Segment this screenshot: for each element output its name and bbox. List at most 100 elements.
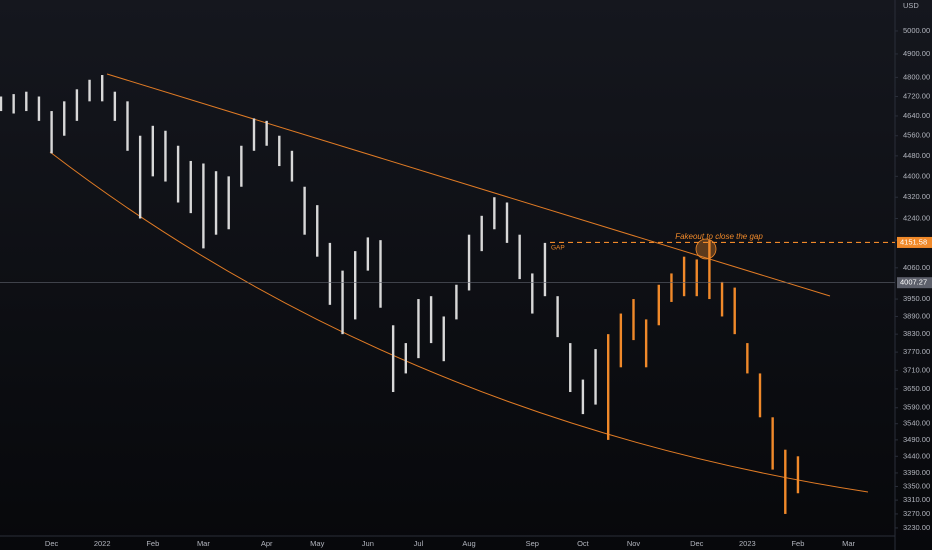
price-bar xyxy=(543,242,547,297)
price-bar xyxy=(467,234,471,291)
x-tick-label: Jul xyxy=(414,539,424,548)
x-tick-label: Feb xyxy=(791,539,804,548)
price-bar xyxy=(25,91,28,112)
annotation: Fakeout to close the gap xyxy=(675,232,763,241)
y-tick-label: 3830.00 xyxy=(903,329,930,338)
price-bar xyxy=(75,89,79,121)
y-tick-label: 5000.00 xyxy=(903,26,930,35)
price-bar xyxy=(354,251,357,320)
price-bar xyxy=(644,319,648,368)
price-bar xyxy=(214,171,218,235)
price-tag-label: 4151.58 xyxy=(900,237,927,246)
y-tick-label: 3270.00 xyxy=(903,509,930,518)
price-bar xyxy=(632,299,635,341)
price-bar xyxy=(113,91,117,121)
y-tick-label: 3390.00 xyxy=(903,468,930,477)
x-tick-label: Apr xyxy=(261,539,273,548)
price-bar xyxy=(569,343,572,393)
price-bar xyxy=(556,296,559,338)
price-bar xyxy=(366,237,370,271)
price-bar xyxy=(240,145,243,187)
price-bar xyxy=(227,176,230,230)
x-tick-label: Nov xyxy=(627,539,641,548)
trendline xyxy=(49,151,869,493)
y-tick-label: 4400.00 xyxy=(903,171,930,180)
price-bar xyxy=(126,101,129,151)
price-bar xyxy=(518,234,521,280)
y-tick-label: 4900.00 xyxy=(903,49,930,58)
y-tick-label: 3310.00 xyxy=(903,495,930,504)
price-bar xyxy=(164,130,167,182)
price-bar xyxy=(328,242,332,305)
price-bar xyxy=(594,349,597,405)
x-tick-label: May xyxy=(310,539,324,548)
price-bar xyxy=(379,240,382,308)
y-tick-label: 4640.00 xyxy=(903,111,930,120)
price-tag xyxy=(897,236,932,248)
price-bar xyxy=(455,284,458,320)
price-bar xyxy=(101,75,104,102)
price-bar xyxy=(189,160,192,214)
y-tick-label: 4720.00 xyxy=(903,91,930,100)
price-bar xyxy=(176,145,180,203)
price-bar xyxy=(657,284,660,326)
price-bar xyxy=(0,96,3,112)
y-tick-label: 3710.00 xyxy=(903,365,930,374)
y-tick-label: 4800.00 xyxy=(903,72,930,81)
y-tick-label: 3230.00 xyxy=(903,523,930,532)
price-bar xyxy=(619,313,623,368)
price-bar xyxy=(695,259,698,297)
y-tick-label: 3540.00 xyxy=(903,419,930,428)
price-bar xyxy=(771,417,774,470)
price-bar xyxy=(151,125,154,177)
price-tag xyxy=(897,277,932,289)
price-bar xyxy=(670,273,673,302)
price-bar xyxy=(581,379,585,415)
x-tick-label: 2023 xyxy=(739,539,756,548)
x-tick-label: Mar xyxy=(842,539,855,548)
price-bar xyxy=(252,118,256,151)
annotation: GAP xyxy=(551,245,565,252)
price-bar xyxy=(278,135,281,167)
price-bar xyxy=(607,334,610,440)
price-bar xyxy=(37,96,41,121)
currency-label: USD xyxy=(903,1,919,10)
price-bar xyxy=(88,79,91,102)
price-bar xyxy=(733,287,736,335)
fakeout-circle xyxy=(695,238,717,260)
y-tick-label: 3440.00 xyxy=(903,451,930,460)
price-bar xyxy=(505,202,509,243)
x-tick-label: Aug xyxy=(462,539,475,548)
price-bar xyxy=(50,111,53,154)
price-bar xyxy=(493,197,496,230)
price-bar xyxy=(63,101,66,136)
x-tick-label: Mar xyxy=(197,539,210,548)
price-bar xyxy=(138,135,142,219)
x-tick-label: Oct xyxy=(577,539,590,548)
x-tick-label: Sep xyxy=(526,539,539,548)
price-bar xyxy=(758,373,762,418)
price-bar xyxy=(417,299,420,359)
y-tick-label: 3950.00 xyxy=(903,294,930,303)
y-tick-label: 4560.00 xyxy=(903,131,930,140)
price-bar xyxy=(290,150,294,182)
price-bar xyxy=(746,343,749,374)
price-bar xyxy=(480,215,483,252)
x-tick-label: Dec xyxy=(690,539,704,548)
price-bar xyxy=(531,273,534,314)
price-tag-label: 4007.27 xyxy=(900,278,927,287)
price-bar xyxy=(265,120,268,146)
price-bar xyxy=(303,186,306,235)
price-bar xyxy=(341,270,344,335)
x-tick-label: 2022 xyxy=(94,539,111,548)
price-bar xyxy=(12,94,15,114)
x-tick-label: Dec xyxy=(45,539,59,548)
y-tick-label: 4320.00 xyxy=(903,192,930,201)
price-bar xyxy=(796,456,800,494)
y-tick-label: 3890.00 xyxy=(903,311,930,320)
y-tick-label: 3770.00 xyxy=(903,347,930,356)
price-bar xyxy=(682,256,686,297)
y-tick-label: 4240.00 xyxy=(903,213,930,222)
